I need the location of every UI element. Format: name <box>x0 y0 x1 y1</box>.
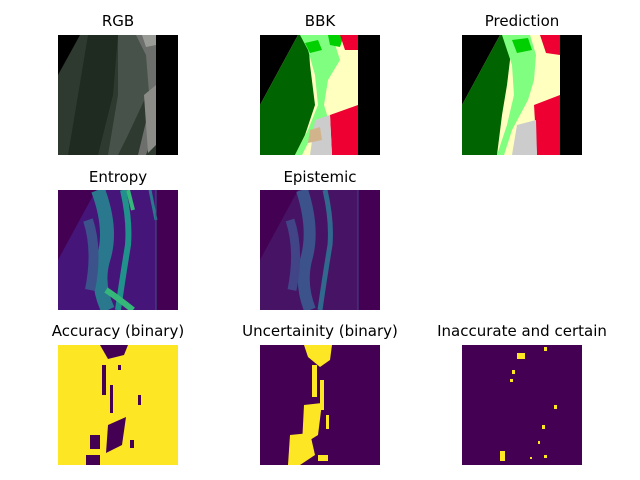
inaccurate-certain-panel <box>462 345 582 465</box>
entropy-panel <box>58 190 178 310</box>
entropy-map <box>58 190 178 310</box>
bbk-map <box>260 35 380 155</box>
accuracy-binary-panel <box>58 345 178 465</box>
title-inaccurate-certain: Inaccurate and certain <box>437 322 607 340</box>
title-epistemic: Epistemic <box>283 168 357 186</box>
title-entropy: Entropy <box>88 168 148 186</box>
title-uncertainity-binary: Uncertainity (binary) <box>242 322 398 340</box>
title-bbk: BBK <box>304 12 336 30</box>
accuracy-binary-map <box>58 345 178 465</box>
rgb-image <box>58 35 178 155</box>
inaccurate-certain-map <box>462 345 582 465</box>
epistemic-map <box>260 190 380 310</box>
title-rgb: RGB <box>101 12 135 30</box>
prediction-panel <box>462 35 582 155</box>
epistemic-panel <box>260 190 380 310</box>
uncertainity-binary-map <box>260 345 380 465</box>
uncertainity-binary-panel <box>260 345 380 465</box>
rgb-image-panel <box>58 35 178 155</box>
title-prediction: Prediction <box>484 12 560 30</box>
bbk-panel <box>260 35 380 155</box>
prediction-map <box>462 35 582 155</box>
title-accuracy-binary: Accuracy (binary) <box>51 322 185 340</box>
